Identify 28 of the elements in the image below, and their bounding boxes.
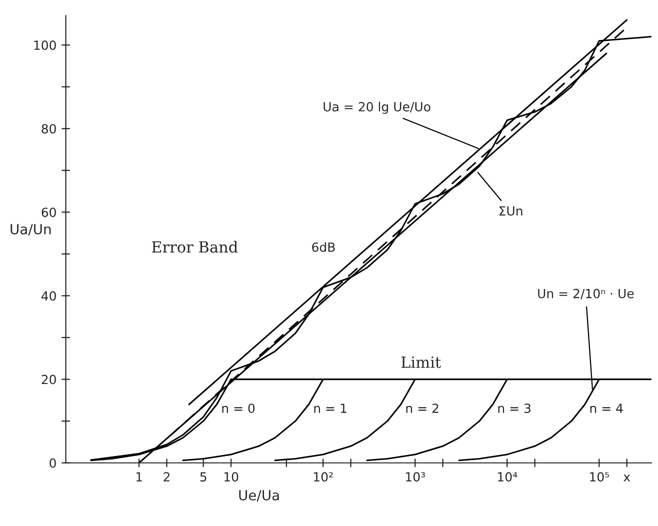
x-tick-label: x xyxy=(623,474,630,482)
series-label: n = 3 xyxy=(498,404,530,414)
x-tick-label: 1 xyxy=(136,472,142,482)
x-tick-label: 10⁴ xyxy=(498,472,518,482)
x-tick-label: 10⁵ xyxy=(590,472,609,482)
x-tick-label: 5 xyxy=(200,472,206,482)
annotation: Un = 2/10ⁿ · Ue xyxy=(538,288,634,300)
y-tick-label: 0 xyxy=(50,458,56,468)
series-label: n = 4 xyxy=(590,404,623,413)
series-label: Limit xyxy=(401,356,441,368)
series-label: n = 2 xyxy=(406,404,438,413)
x-tick-label: 10³ xyxy=(406,472,425,482)
annotation: ΣUn xyxy=(500,206,522,216)
y-axis-title: Ua/Un xyxy=(10,224,51,236)
series-label: n = 1 xyxy=(314,404,346,413)
x-tick-label: 10² xyxy=(314,472,333,482)
y-tick-label: 60 xyxy=(42,208,56,218)
annotation: Ua = 20 lg Ue/Uo xyxy=(324,102,430,114)
annotation: 6dB xyxy=(312,242,335,252)
annotation: Error Band xyxy=(152,240,238,253)
y-tick-label: 20 xyxy=(42,374,56,384)
y-tick-label: 100 xyxy=(34,40,56,50)
y-tick-label: 40 xyxy=(41,291,56,301)
x-tick-label: 10 xyxy=(224,472,238,482)
x-axis-title: Ue/Ua xyxy=(239,490,279,502)
series-label: n = 0 xyxy=(222,404,255,414)
y-tick-label: 80 xyxy=(42,124,56,134)
x-tick-label: 2 xyxy=(164,472,170,482)
